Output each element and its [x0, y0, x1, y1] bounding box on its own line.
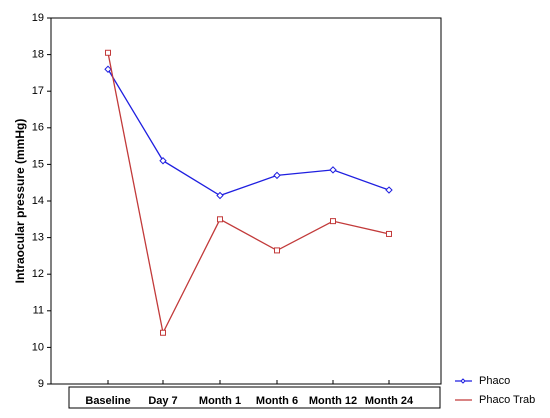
data-point	[386, 230, 392, 237]
y-tick-label: 11	[33, 305, 44, 317]
data-point	[160, 329, 166, 336]
y-tick-label: 9	[38, 378, 44, 390]
x-axis-categories: Baseline Day 7 Month 1 Month 6 Month 12 Month…	[85, 380, 414, 407]
y-tick-label: 10	[32, 341, 44, 353]
x-category-label: Month 24	[365, 395, 414, 407]
y-axis: 9 10 11 12 13 14 15 16 17 18 19	[32, 12, 51, 390]
x-category-label: Baseline	[85, 395, 130, 407]
data-point	[105, 49, 111, 56]
data-point	[217, 216, 223, 223]
data-point	[385, 186, 393, 194]
data-point	[216, 191, 224, 200]
y-tick-label: 17	[32, 85, 44, 97]
legend: Phaco Phaco Trab	[455, 375, 535, 406]
data-point	[273, 171, 281, 180]
series-line	[107, 52, 390, 335]
y-tick-label: 19	[32, 12, 44, 24]
x-category-label: Month 1	[199, 395, 241, 407]
y-tick-label: 13	[32, 232, 44, 244]
x-category-label: Month 6	[256, 395, 298, 407]
plot-frame	[50, 17, 442, 385]
x-category-label: Month 12	[309, 395, 357, 407]
category-axis-box	[68, 386, 441, 409]
y-axis-title: Intraocular pressure (mmHg)	[13, 119, 27, 284]
legend-marker	[460, 378, 466, 384]
data-point	[159, 157, 167, 165]
series-line	[107, 68, 390, 197]
y-tick-label: 18	[32, 49, 44, 61]
legend-label: Phaco	[479, 375, 510, 387]
y-tick-label: 15	[32, 158, 44, 170]
series-0	[104, 65, 393, 200]
y-tick-label: 16	[32, 122, 44, 134]
data-point	[104, 65, 112, 73]
series-1	[105, 49, 392, 336]
x-category-label: Day 7	[148, 395, 177, 407]
series-layer	[104, 49, 393, 336]
legend-label: Phaco Trab	[479, 394, 535, 406]
data-point	[329, 166, 337, 174]
data-point	[330, 218, 336, 225]
y-tick-label: 12	[32, 268, 44, 280]
data-point	[274, 247, 280, 254]
y-tick-label: 14	[32, 195, 44, 207]
